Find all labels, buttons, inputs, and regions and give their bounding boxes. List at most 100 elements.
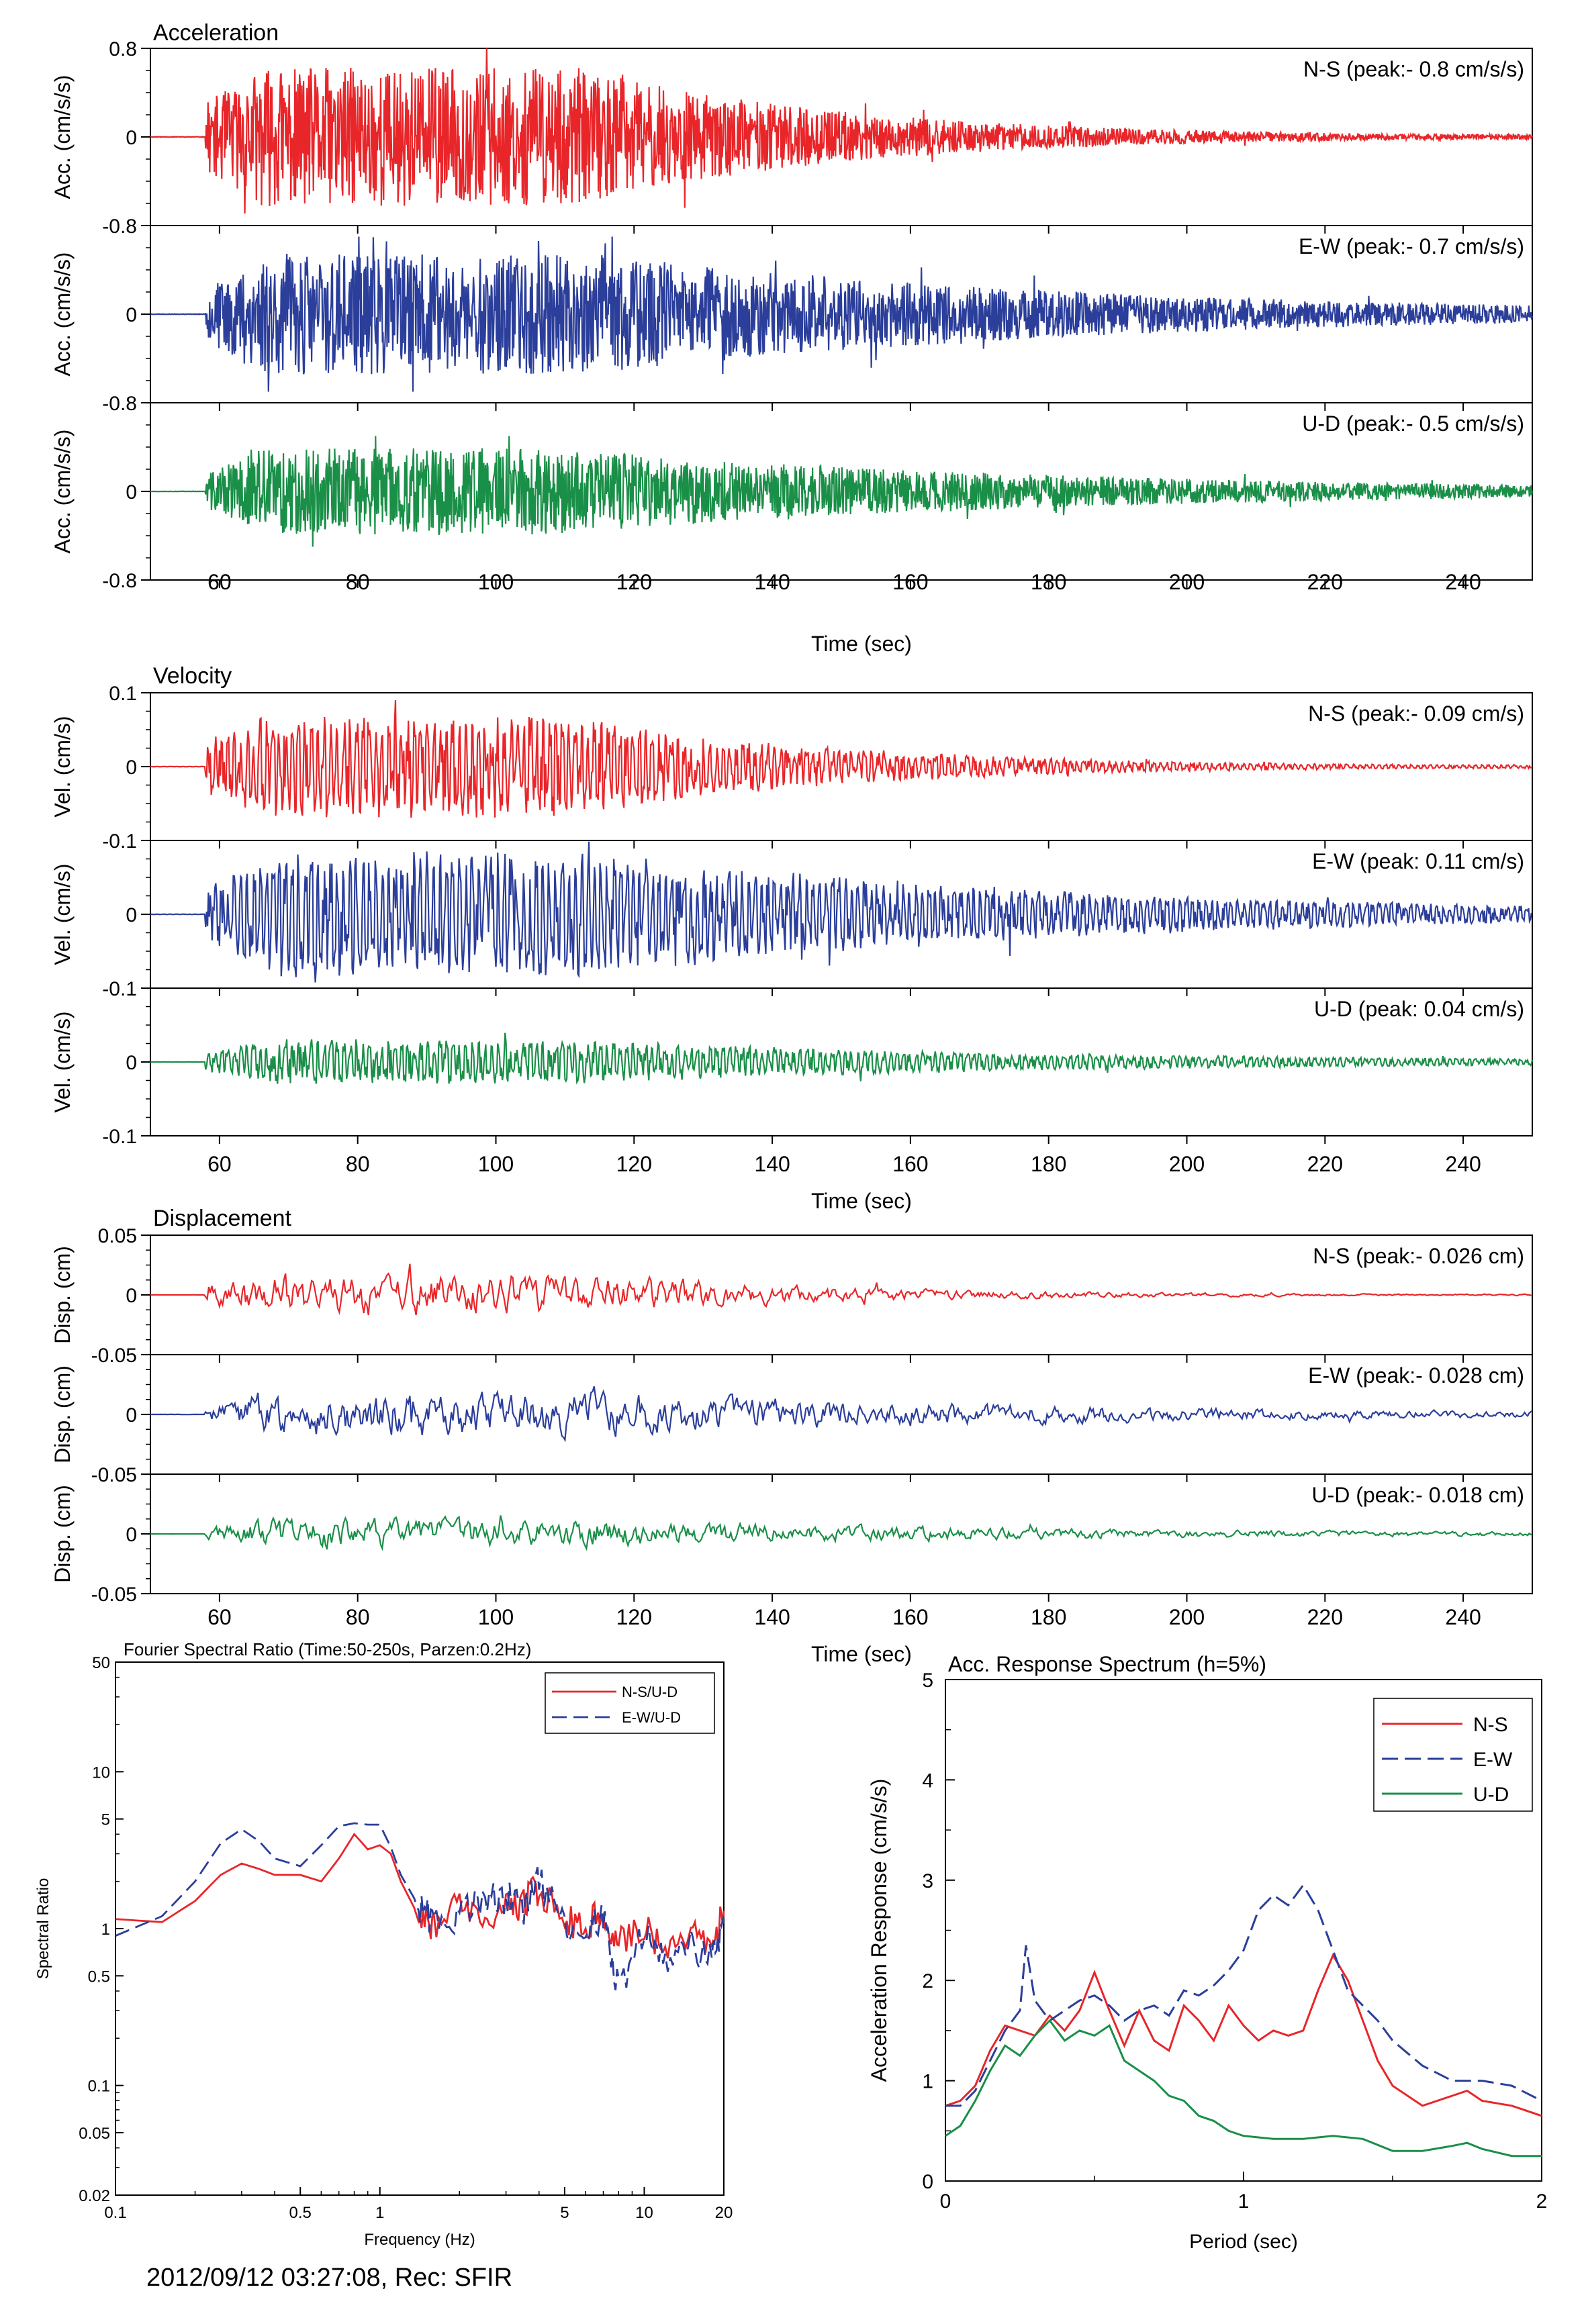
y-tick-label: 4 (922, 1770, 933, 1792)
panel-u-d: 0 -0.1 Vel. (cm/s) U-D (peak: 0.04 cm/s) (50, 987, 1534, 1148)
waveform-u-d (150, 1515, 1533, 1551)
x-tick-label: 180 (1031, 1152, 1066, 1176)
x-tick-label: 80 (346, 1605, 370, 1629)
y-axis-label: Acc. (cm/s/s) (50, 75, 75, 199)
legend: N-S E-W U-D (1373, 1698, 1533, 1812)
x-tick-label: 1 (375, 2204, 384, 2222)
series-line-u-d (945, 2019, 1542, 2158)
x-axis-label: Time (sec) (811, 1189, 912, 1213)
legend-box (1373, 1698, 1533, 1812)
record-timestamp-footer: 2012/09/12 03:27:08, Rec: SFIR (146, 2264, 513, 2292)
fourier-spectral-ratio-chart: Fourier Spectral Ratio (Time:50-250s, Pa… (34, 1639, 733, 2249)
y-tick-label: 3 (922, 1870, 933, 1892)
panel-n-s: 0.1 0 -0.1 Vel. (cm/s) N-S (peak:- 0.09 cm/s… (50, 683, 1533, 853)
x-tick-label: 140 (754, 1152, 790, 1176)
x-tick-label: 60 (207, 1152, 232, 1176)
time-history-velocity: Velocity 0.1 0 -0.1 Vel. (cm/s) N-S (peak:- 0… (50, 663, 1534, 1213)
y-tick-label: 0 (126, 1404, 137, 1426)
waveform-u-d (150, 1032, 1534, 1085)
legend: N-S/U-D E-W/U-D (545, 1672, 715, 1734)
time-history-displacement: Displacement 0.05 0 -0.05 Disp. (cm) N-S (pea… (50, 1206, 1533, 1666)
panel-n-s: 0.8 0 -0.8 Acc. (cm/s/s) N-S (peak:- 0.8 cm/… (50, 38, 1534, 238)
y-tick-label: 0 (126, 1285, 137, 1307)
waveform-e-w (150, 841, 1533, 983)
time-history-acceleration: Acceleration 0.8 0 -0.8 Acc. (cm/s/s) N-S (pe… (50, 20, 1534, 656)
x-tick-label: 240 (1445, 570, 1481, 594)
component-label: N-S (peak:- 0.09 cm/s) (1308, 701, 1524, 726)
chart-title: Acc. Response Spectrum (h=5%) (948, 1652, 1266, 1676)
x-tick-label: 100 (478, 1605, 514, 1629)
y-tick-label: 0.05 (79, 2125, 110, 2143)
panel-e-w: 0 -0.1 Vel. (cm/s) E-W (peak: 0.11 cm/s) (50, 840, 1533, 1000)
y-axis-label: Acc. (cm/s/s) (50, 252, 75, 377)
y-tick-label: 5 (101, 1811, 110, 1829)
y-tick-label: -0.1 (102, 978, 137, 1000)
y-axis-label: Disp. (cm) (50, 1485, 75, 1583)
y-axis-label: Disp. (cm) (50, 1365, 75, 1463)
y-tick-label: 0 (126, 481, 137, 503)
x-tick-label: 2 (1536, 2190, 1548, 2213)
x-tick-label: 0.5 (289, 2204, 312, 2222)
y-tick-label: -0.8 (102, 393, 137, 415)
y-tick-label: 0 (126, 757, 137, 779)
x-tick-label: 100 (478, 570, 514, 594)
x-axis-label: Frequency (Hz) (364, 2231, 475, 2249)
component-label: E-W (peak:- 0.028 cm) (1308, 1363, 1524, 1388)
x-tick-label: 120 (616, 1605, 652, 1629)
x-tick-label: 1 (1238, 2190, 1250, 2213)
legend-label: U-D (1473, 1784, 1509, 1806)
y-tick-label: -0.05 (91, 1345, 137, 1367)
legend-label: E-W (1473, 1749, 1513, 1771)
component-label: N-S (peak:- 0.026 cm) (1313, 1244, 1524, 1268)
x-tick-label: 5 (560, 2204, 569, 2222)
x-tick-label: 200 (1169, 1605, 1205, 1629)
x-tick-label: 140 (754, 570, 790, 594)
series-line-n-s-u-d (115, 1832, 725, 1959)
panel-n-s: 0.05 0 -0.05 Disp. (cm) N-S (peak:- 0.026 cm… (50, 1225, 1533, 1367)
series-line-e-w (945, 1883, 1542, 2107)
x-tick-label: 120 (616, 1152, 652, 1176)
waveform-e-w (150, 1386, 1533, 1443)
y-tick-label: 0 (126, 304, 137, 326)
component-label: E-W (peak:- 0.7 cm/s/s) (1299, 234, 1524, 258)
y-tick-label: -0.8 (102, 570, 137, 592)
y-tick-label: 0.1 (88, 2078, 110, 2096)
y-axis-label: Vel. (cm/s) (50, 863, 75, 965)
panel-u-d: 0 -0.05 Disp. (cm) U-D (peak:- 0.018 cm) (50, 1473, 1533, 1606)
y-tick-label: 0.8 (109, 38, 137, 60)
x-tick-label: 200 (1169, 1152, 1205, 1176)
y-axis-label: Disp. (cm) (50, 1246, 75, 1344)
component-label: U-D (peak:- 0.5 cm/s/s) (1302, 411, 1524, 436)
y-tick-label: 0.1 (109, 683, 137, 705)
x-tick-label: 0.1 (104, 2204, 126, 2222)
x-tick-label: 240 (1445, 1605, 1481, 1629)
y-tick-label: 0.05 (98, 1225, 137, 1247)
series-line-e-w-u-d (115, 1822, 725, 1990)
chart-title: Fourier Spectral Ratio (Time:50-250s, Pa… (124, 1639, 531, 1659)
x-tick-label: 140 (754, 1605, 790, 1629)
x-tick-label: 20 (715, 2204, 733, 2222)
x-tick-label: 220 (1307, 1605, 1343, 1629)
y-axis-label: Acc. (cm/s/s) (50, 430, 75, 554)
chart-title: Velocity (153, 663, 232, 689)
y-tick-label: 0 (126, 1052, 137, 1074)
panel-e-w: 0 -0.8 Acc. (cm/s/s) E-W (peak:- 0.7 cm/s/s… (50, 225, 1534, 415)
x-tick-label: 80 (346, 1152, 370, 1176)
y-tick-label: 10 (92, 1763, 110, 1782)
response-spectrum-chart: Acc. Response Spectrum (h=5%) 0 1 2 3 4 5 0 1 2 Pe… (867, 1652, 1547, 2253)
y-axis-label: Acceleration Response (cm/s/s) (867, 1779, 891, 2082)
y-tick-label: 0 (126, 127, 137, 149)
y-axis-label: Spectral Ratio (34, 1878, 52, 1980)
legend-label: N-S/U-D (622, 1684, 678, 1700)
chart-title: Displacement (153, 1206, 292, 1231)
y-tick-label: 0.5 (88, 1968, 110, 1986)
y-tick-label: 0.02 (79, 2187, 110, 2205)
y-tick-label: 0 (126, 1524, 137, 1546)
x-axis-label: Time (sec) (811, 632, 912, 656)
x-tick-label: 180 (1031, 570, 1066, 594)
waveform-n-s (150, 48, 1534, 214)
x-tick-label: 0 (940, 2190, 951, 2213)
y-tick-label: 1 (922, 2071, 933, 2093)
chart-title: Acceleration (153, 20, 279, 46)
x-tick-label: 60 (207, 570, 232, 594)
